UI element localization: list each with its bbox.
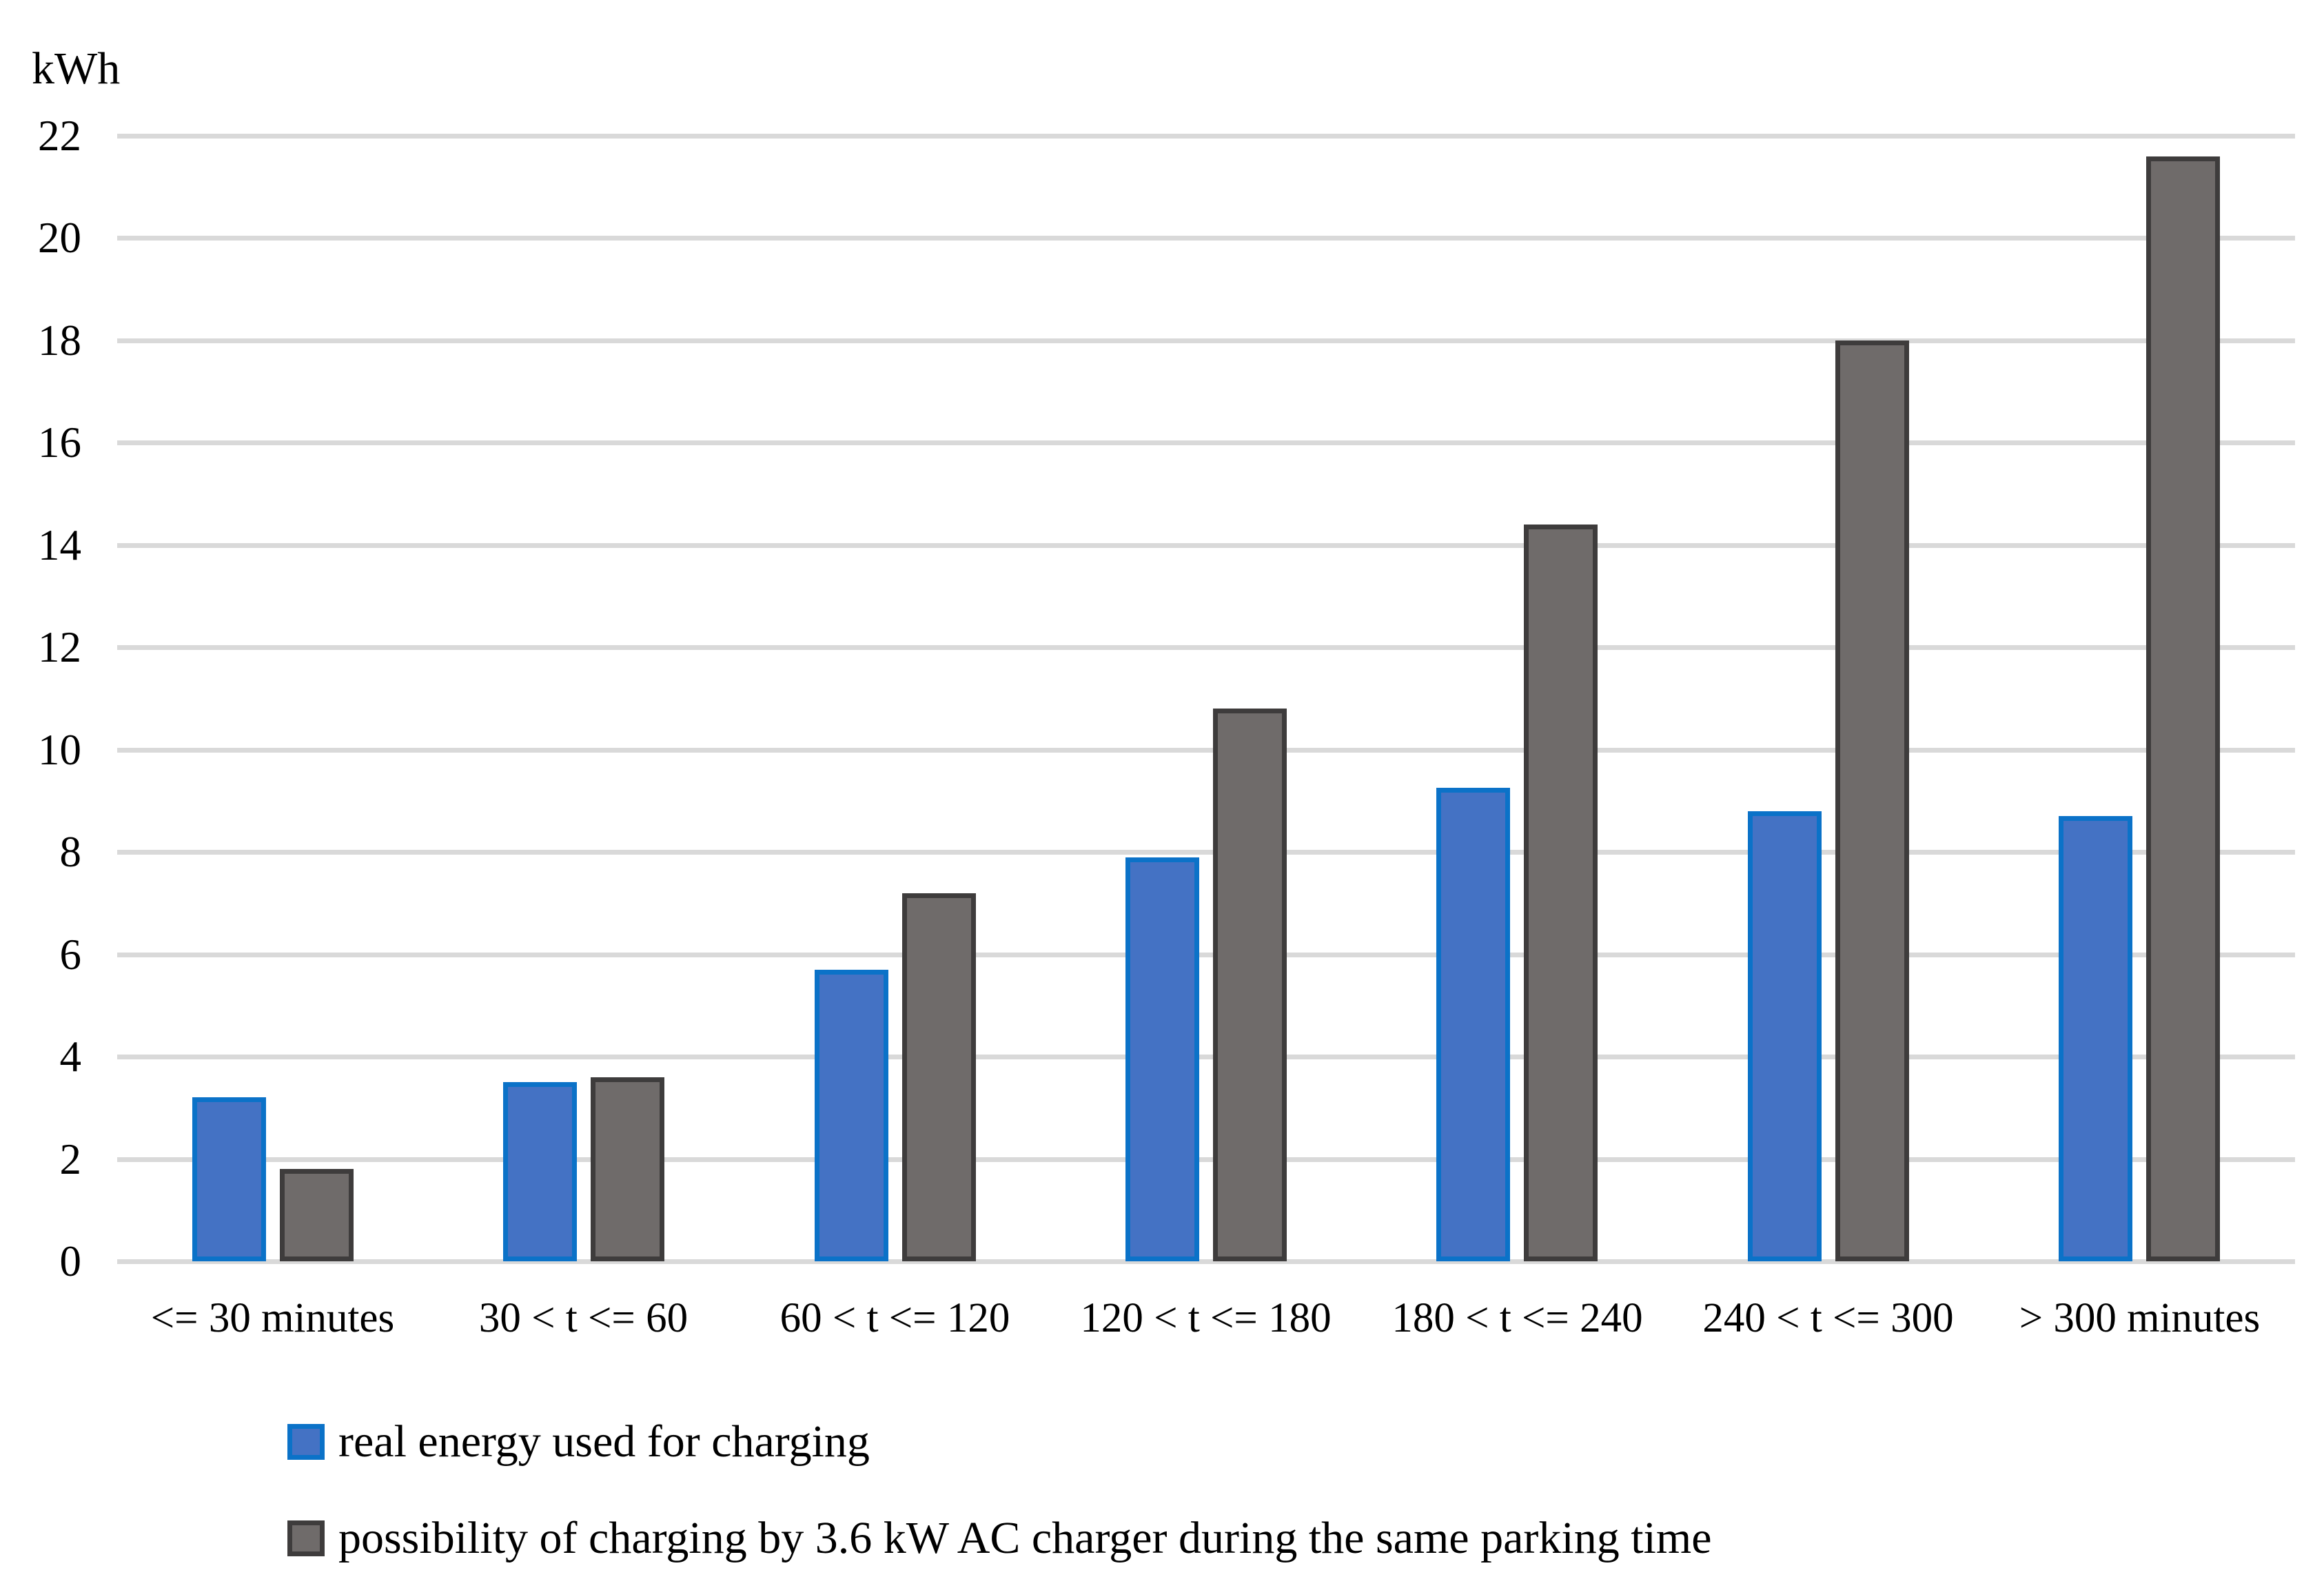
y-tick-label-18: 18 [38, 316, 81, 365]
y-gridline-2 [117, 1157, 2295, 1162]
bar-ac-possibility-5 [1835, 340, 1909, 1261]
y-tick-label-6: 6 [59, 930, 82, 979]
legend-label-ac-possibility: possibility of charging by 3.6 kW AC cha… [338, 1513, 1712, 1563]
y-tick-label-8: 8 [59, 828, 82, 877]
y-tick-label-12: 12 [38, 623, 81, 672]
y-gridline-12 [117, 645, 2295, 651]
bar-ac-possibility-2 [902, 893, 976, 1261]
x-category-label-4: 180 < t <= 240 [1392, 1295, 1643, 1341]
bar-real-energy-0 [192, 1097, 266, 1261]
y-tick-label-0: 0 [59, 1237, 82, 1285]
bar-real-energy-3 [1125, 857, 1199, 1261]
x-category-label-3: 120 < t <= 180 [1080, 1295, 1332, 1341]
y-tick-label-4: 4 [59, 1032, 82, 1081]
bar-real-energy-2 [815, 970, 888, 1261]
x-category-label-5: 240 < t <= 300 [1702, 1295, 1954, 1341]
y-tick-label-10: 10 [38, 725, 81, 774]
x-category-label-1: 30 < t <= 60 [478, 1295, 689, 1341]
bar-real-energy-6 [2059, 816, 2132, 1261]
y-axis-unit-label: kWh [32, 43, 121, 94]
y-tick-label-20: 20 [38, 214, 81, 263]
x-category-label-2: 60 < t <= 120 [779, 1295, 1010, 1341]
y-tick-label-2: 2 [59, 1134, 82, 1183]
bar-real-energy-5 [1748, 811, 1822, 1261]
y-gridline-10 [117, 747, 2295, 753]
bar-ac-possibility-6 [2146, 156, 2220, 1261]
y-tick-label-16: 16 [38, 418, 81, 467]
y-gridline-14 [117, 542, 2295, 548]
y-tick-label-22: 22 [38, 112, 81, 160]
bar-real-energy-4 [1436, 788, 1510, 1261]
x-category-label-6: > 300 minutes [2019, 1295, 2261, 1341]
y-gridline-20 [117, 236, 2295, 241]
bar-ac-possibility-3 [1213, 709, 1287, 1261]
y-gridline-8 [117, 850, 2295, 855]
bar-ac-possibility-4 [1524, 525, 1598, 1261]
bar-ac-possibility-1 [591, 1077, 664, 1261]
legend-label-real-energy: real energy used for charging [338, 1416, 870, 1467]
y-gridline-4 [117, 1055, 2295, 1060]
y-gridline-22 [117, 134, 2295, 139]
y-gridline-0 [117, 1259, 2295, 1264]
bar-real-energy-1 [503, 1082, 577, 1261]
y-tick-label-14: 14 [38, 520, 81, 569]
y-gridline-18 [117, 338, 2295, 343]
x-category-label-0: <= 30 minutes [150, 1295, 395, 1341]
legend-swatch-ac-possibility [287, 1520, 325, 1556]
y-gridline-6 [117, 952, 2295, 957]
bar-ac-possibility-0 [280, 1169, 354, 1261]
y-gridline-16 [117, 440, 2295, 446]
legend-swatch-real-energy [287, 1424, 325, 1460]
